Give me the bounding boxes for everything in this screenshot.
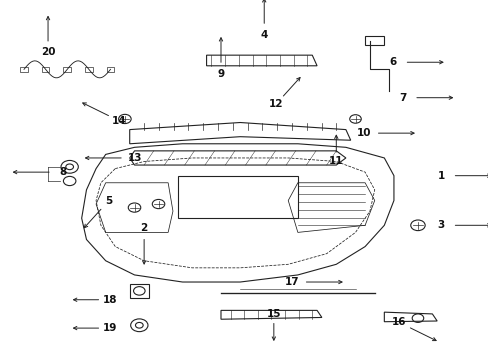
Text: 19: 19 (102, 323, 117, 333)
Text: 3: 3 (436, 220, 444, 230)
Text: 14: 14 (112, 116, 127, 126)
Bar (178, 176, 297, 218)
Text: 17: 17 (284, 277, 299, 287)
Text: 12: 12 (268, 99, 283, 109)
Bar (129, 284, 149, 298)
Text: 15: 15 (266, 309, 281, 319)
Text: 9: 9 (217, 69, 224, 78)
Text: 7: 7 (398, 93, 406, 103)
Text: 10: 10 (356, 128, 371, 138)
Text: 20: 20 (41, 47, 55, 57)
Text: 4: 4 (260, 30, 267, 40)
Text: 2: 2 (140, 223, 147, 233)
Bar (365, 36, 384, 45)
Text: 5: 5 (105, 196, 112, 206)
Text: 13: 13 (128, 153, 142, 163)
Text: 18: 18 (102, 295, 117, 305)
Bar (85, 67, 93, 72)
Bar (20, 67, 28, 72)
Text: 1: 1 (436, 171, 444, 181)
Bar (106, 67, 114, 72)
Text: 16: 16 (391, 318, 406, 328)
Text: 11: 11 (328, 156, 343, 166)
Text: 8: 8 (60, 167, 67, 177)
Bar (41, 67, 49, 72)
Text: 6: 6 (388, 57, 396, 67)
Bar (63, 67, 71, 72)
